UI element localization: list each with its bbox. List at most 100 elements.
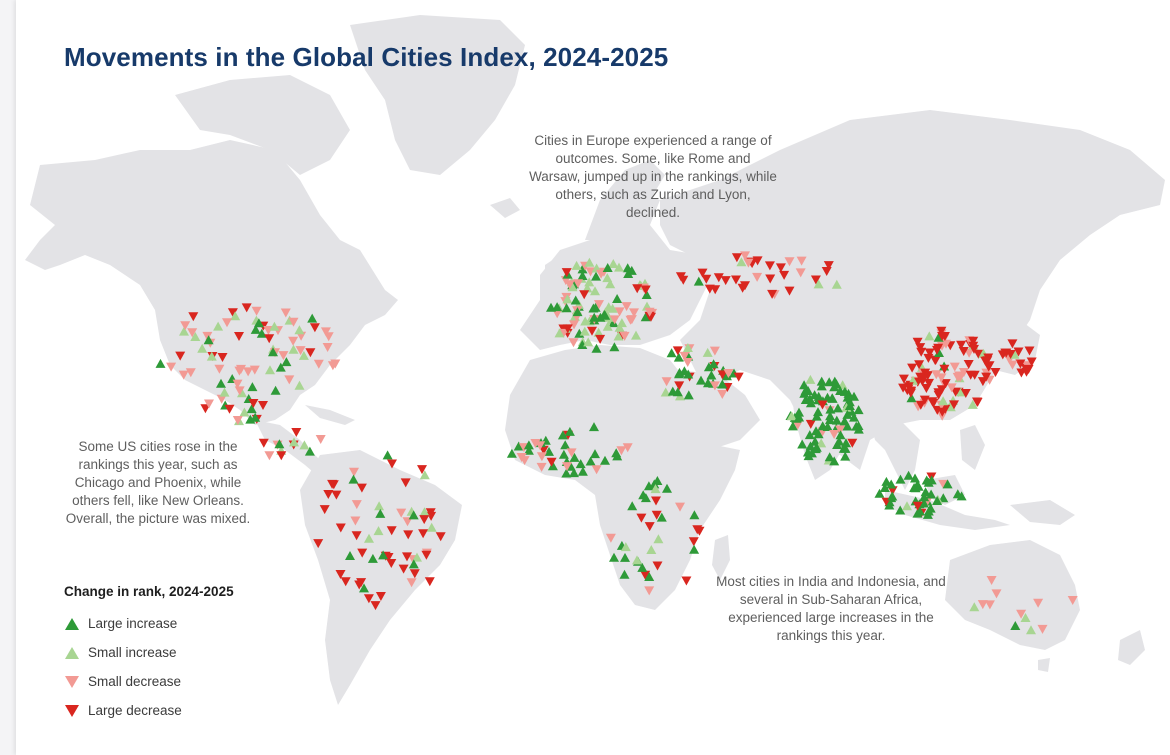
city-marker-large-decrease <box>681 576 692 586</box>
city-marker-small-increase <box>632 555 642 565</box>
city-marker-small-decrease <box>330 359 341 369</box>
city-marker-small-decrease <box>236 364 246 374</box>
city-marker-small-decrease <box>752 272 763 282</box>
city-marker-small-decrease <box>536 462 547 472</box>
city-marker-large-decrease <box>912 337 923 347</box>
city-marker-small-increase <box>682 343 693 352</box>
city-marker-large-decrease <box>710 285 721 295</box>
city-marker-large-decrease <box>1005 350 1016 359</box>
city-marker-large-increase <box>203 335 214 345</box>
city-marker-large-increase <box>842 421 853 431</box>
city-marker-large-increase <box>666 348 677 358</box>
city-marker-large-decrease <box>425 508 436 518</box>
city-marker-large-decrease <box>587 326 597 336</box>
city-marker-large-increase <box>919 492 930 502</box>
city-marker-large-increase <box>673 352 684 362</box>
city-marker-small-decrease <box>644 307 655 317</box>
city-marker-large-increase <box>348 474 359 484</box>
city-marker-large-decrease <box>562 324 573 334</box>
city-marker-small-increase <box>582 283 593 293</box>
city-marker-large-decrease <box>200 404 211 414</box>
city-marker-large-increase <box>557 430 568 440</box>
city-marker-small-decrease <box>243 367 254 377</box>
city-marker-large-decrease <box>1015 359 1026 369</box>
city-marker-large-increase <box>246 404 257 414</box>
city-marker-small-decrease <box>596 269 607 279</box>
city-marker-large-increase <box>806 448 817 458</box>
city-marker-small-increase <box>554 328 565 338</box>
city-marker-small-increase <box>786 411 797 421</box>
city-marker-small-increase <box>605 279 616 289</box>
city-marker-large-increase <box>552 302 563 312</box>
city-marker-large-decrease <box>972 397 982 407</box>
city-marker-small-decrease <box>709 346 720 356</box>
city-marker-small-decrease <box>621 302 632 312</box>
new-guinea <box>1010 500 1075 525</box>
city-marker-large-decrease <box>914 360 925 370</box>
city-marker-small-increase <box>419 470 430 480</box>
city-marker-small-decrease <box>251 306 262 316</box>
city-marker-large-increase <box>703 362 714 372</box>
city-marker-large-decrease <box>731 275 741 285</box>
city-marker-small-decrease <box>204 399 214 409</box>
city-marker-large-decrease <box>418 529 429 539</box>
city-marker-small-decrease <box>1016 609 1027 619</box>
city-marker-large-increase <box>612 451 623 461</box>
city-marker-large-increase <box>572 307 583 317</box>
city-marker-large-decrease <box>678 275 689 285</box>
southeast-asia <box>870 420 920 490</box>
city-marker-small-decrease <box>280 308 291 318</box>
city-marker-small-decrease <box>964 348 975 358</box>
city-marker-large-decrease <box>915 400 926 410</box>
city-marker-large-decrease <box>950 387 961 397</box>
city-marker-small-decrease <box>949 362 960 372</box>
city-marker-large-decrease <box>188 312 199 322</box>
city-marker-small-decrease <box>954 371 965 381</box>
city-marker-large-increase <box>914 506 925 516</box>
city-marker-large-increase <box>577 466 588 476</box>
city-marker-small-decrease <box>396 508 407 518</box>
city-marker-large-increase <box>794 412 805 422</box>
city-marker-large-decrease <box>921 384 932 393</box>
city-marker-large-increase <box>831 415 842 425</box>
city-marker-large-increase <box>810 436 821 446</box>
city-marker-large-decrease <box>632 284 643 294</box>
city-marker-large-increase <box>577 271 588 280</box>
triangle-down-icon <box>65 675 79 688</box>
city-marker-large-increase <box>804 430 815 440</box>
city-marker-small-decrease <box>682 358 693 367</box>
city-marker-small-increase <box>613 331 624 341</box>
city-marker-large-increase <box>906 393 917 403</box>
city-marker-large-increase <box>589 422 599 432</box>
city-marker-large-increase <box>577 340 588 349</box>
city-marker-large-increase <box>844 401 855 410</box>
city-marker-small-decrease <box>222 318 232 328</box>
city-marker-large-decrease <box>940 379 951 389</box>
city-marker-large-increase <box>408 559 419 569</box>
city-marker-large-decrease <box>340 577 351 587</box>
city-marker-large-increase <box>708 359 719 369</box>
city-marker-large-decrease <box>733 372 744 382</box>
city-marker-large-decrease <box>1024 346 1035 356</box>
city-marker-large-decrease <box>561 268 572 278</box>
city-marker-small-increase <box>614 262 624 272</box>
city-marker-small-decrease <box>568 338 579 348</box>
city-marker-large-increase <box>800 395 811 404</box>
city-marker-small-decrease <box>1033 598 1044 608</box>
madagascar <box>712 535 730 580</box>
city-marker-large-decrease <box>740 281 750 291</box>
city-marker-large-decrease <box>403 530 414 540</box>
city-marker-small-increase <box>1026 625 1036 635</box>
city-marker-large-decrease <box>731 253 742 263</box>
city-marker-small-decrease <box>743 258 754 268</box>
city-marker-large-decrease <box>409 569 420 579</box>
south-america <box>300 450 462 705</box>
city-marker-small-decrease <box>232 416 243 425</box>
city-marker-small-decrease <box>185 368 196 378</box>
city-marker-small-increase <box>288 344 299 354</box>
city-marker-large-increase <box>1010 621 1021 630</box>
city-marker-small-decrease <box>829 430 840 439</box>
city-marker-small-increase <box>571 260 582 270</box>
city-marker-small-decrease <box>629 308 639 318</box>
city-marker-small-increase <box>956 387 967 397</box>
